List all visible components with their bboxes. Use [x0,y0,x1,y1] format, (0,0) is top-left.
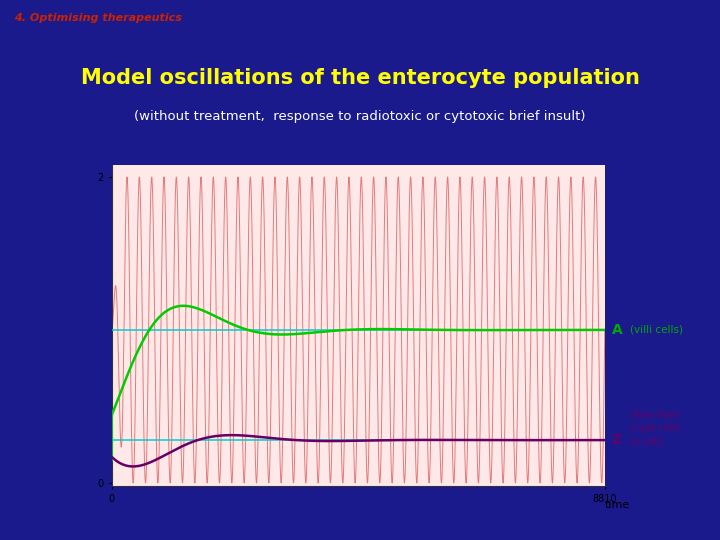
Text: 4. Optimising therapeutics: 4. Optimising therapeutics [14,12,182,23]
Text: time: time [605,501,630,510]
Text: A: A [612,323,623,337]
Text: (villi cells): (villi cells) [630,325,683,335]
Text: (flow from
crypt cells
to villi): (flow from crypt cells to villi) [630,410,680,446]
Text: Model oscillations of the enterocyte population: Model oscillations of the enterocyte pop… [81,68,639,89]
Text: (without treatment,  response to radiotoxic or cytotoxic brief insult): (without treatment, response to radiotox… [134,110,586,123]
Text: Z: Z [612,433,622,447]
